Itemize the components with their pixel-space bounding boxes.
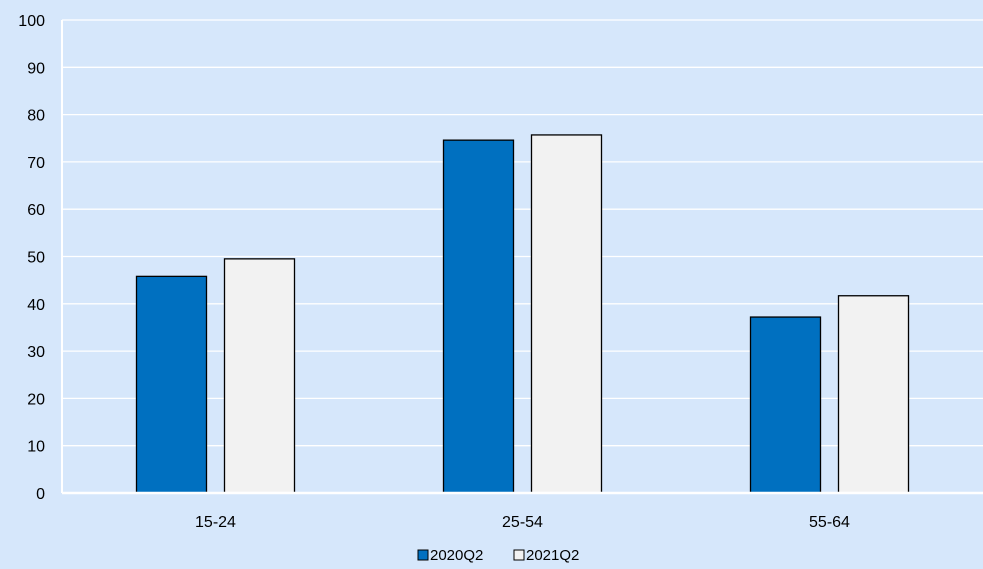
y-axis-ticks: 0 10 20 30 40 50 60 70 80 90 100 [18,13,45,503]
x-tick-label: 25-54 [502,514,543,531]
x-axis-ticks: 15-24 25-54 55-64 [195,514,850,531]
bar-2020Q2-15-24 [135,275,208,494]
x-axis [61,20,983,495]
bar-2021Q2-15-24 [223,258,296,494]
y-tick-label: 20 [27,391,45,408]
x-tick-label: 15-24 [195,514,236,531]
bars [135,134,910,494]
bar-2020Q2-55-64 [749,316,822,494]
y-tick-label: 40 [27,297,45,314]
gridlines [62,19,983,447]
y-tick-label: 30 [27,344,45,361]
y-tick-label: 70 [27,155,45,172]
legend-label: 2020Q2 [430,547,483,564]
y-tick-label: 60 [27,202,45,219]
y-tick-label: 100 [18,13,45,30]
bar-2021Q2-55-64 [837,295,910,494]
y-tick-label: 80 [27,108,45,125]
y-tick-label: 90 [27,60,45,77]
x-tick-label: 55-64 [809,514,850,531]
legend-swatch-2021Q2 [513,549,525,561]
legend-label: 2021Q2 [526,547,579,564]
bar-2020Q2-25-54 [442,139,515,494]
bar-2021Q2-25-54 [530,134,603,494]
legend: 2020Q2 2021Q2 [417,547,579,564]
legend-swatch-2020Q2 [417,549,429,561]
y-tick-label: 10 [27,439,45,456]
y-tick-label: 0 [36,486,45,503]
y-tick-label: 50 [27,250,45,267]
